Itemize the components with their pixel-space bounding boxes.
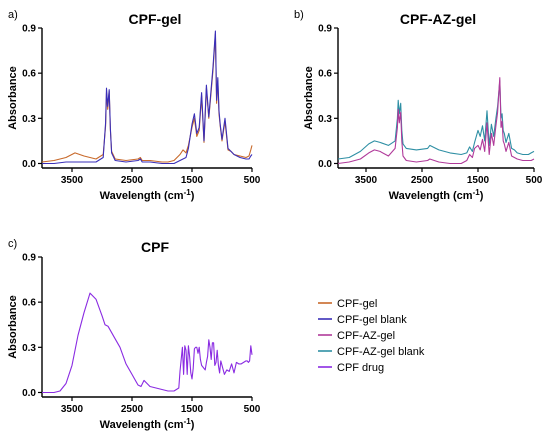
series-line-cpf-az-gel — [337, 77, 535, 165]
x-tick-label: 3500 — [61, 404, 84, 415]
x-axis-label-main: Wavelength (cm — [100, 419, 184, 431]
x-axis-label-sup: -1 — [184, 188, 192, 197]
panel-tag: b) — [294, 9, 304, 21]
y-tick-label: 0.0 — [318, 159, 332, 170]
x-tick-label: 500 — [244, 175, 261, 186]
chart-panel-1: a) CPF-gel 0.0 0.3 0.6 0.9 3500 2500 1500 500 Abso… — [7, 9, 261, 202]
series-line-cpf-gel-blank — [42, 30, 253, 165]
x-tick-label: 1500 — [181, 404, 204, 415]
x-axis-label-sup: -1 — [473, 188, 481, 197]
legend: CPF-gel CPF-gel blank CPF-AZ-gel CPF-AZ-gel… — [318, 298, 425, 374]
chart-panel-2: b) CPF-AZ-gel 0.0 0.3 0.6 0.9 3500 2500 1500 500 A… — [294, 9, 543, 202]
x-axis-label-tail: ) — [480, 190, 484, 202]
legend-label: CPF-gel blank — [337, 314, 407, 326]
x-tick-label: 3500 — [61, 175, 84, 186]
x-tick-label: 2500 — [121, 175, 144, 186]
legend-label: CPF-AZ-gel blank — [337, 346, 425, 358]
y-tick-label: 0.9 — [22, 253, 36, 264]
x-tick-label: 2500 — [121, 404, 144, 415]
y-tick-label: 0.6 — [22, 298, 36, 309]
y-tick-label: 0.0 — [22, 159, 36, 170]
x-tick-label: 1500 — [181, 175, 204, 186]
y-axis-label: Absorbance — [7, 66, 19, 130]
chart-panel-3: c) CPF 0.0 0.3 0.6 0.9 3500 2500 1500 500 Absorban… — [7, 238, 261, 431]
x-tick-label: 1500 — [467, 175, 490, 186]
y-tick-label: 0.6 — [318, 69, 332, 80]
legend-label: CPF-gel — [337, 298, 377, 310]
x-axis-label-tail: ) — [191, 190, 195, 202]
x-tick-label: 2500 — [411, 175, 434, 186]
legend-label: CPF-AZ-gel — [337, 330, 395, 342]
x-axis-label-tail: ) — [191, 419, 195, 431]
series-line-cpf-drug — [42, 292, 253, 394]
y-axis-label: Absorbance — [303, 66, 315, 130]
y-tick-label: 0.3 — [22, 114, 36, 125]
x-tick-label: 500 — [244, 404, 261, 415]
panel-tag: c) — [8, 238, 17, 250]
x-tick-label: 500 — [526, 175, 543, 186]
x-axis-label: Wavelength (cm-1) — [100, 417, 195, 431]
x-axis-label: Wavelength (cm-1) — [389, 188, 484, 202]
x-axis-label-main: Wavelength (cm — [100, 190, 184, 202]
y-tick-label: 0.3 — [318, 114, 332, 125]
legend-label: CPF drug — [337, 362, 384, 374]
y-axis-label: Absorbance — [7, 295, 19, 359]
y-tick-label: 0.6 — [22, 69, 36, 80]
chart-title: CPF — [141, 239, 169, 255]
panel-tag: a) — [8, 9, 18, 21]
y-tick-label: 0.3 — [22, 343, 36, 354]
x-axis-label: Wavelength (cm-1) — [100, 188, 195, 202]
x-axis-label-main: Wavelength (cm — [389, 190, 473, 202]
x-tick-label: 3500 — [355, 175, 378, 186]
y-tick-label: 0.9 — [318, 24, 332, 35]
y-tick-label: 0.0 — [22, 388, 36, 399]
chart-title: CPF-gel — [129, 11, 182, 27]
y-tick-label: 0.9 — [22, 24, 36, 35]
series-line-cpf-gel — [41, 33, 253, 163]
chart-title: CPF-AZ-gel — [400, 11, 476, 27]
x-axis-label-sup: -1 — [184, 417, 192, 426]
